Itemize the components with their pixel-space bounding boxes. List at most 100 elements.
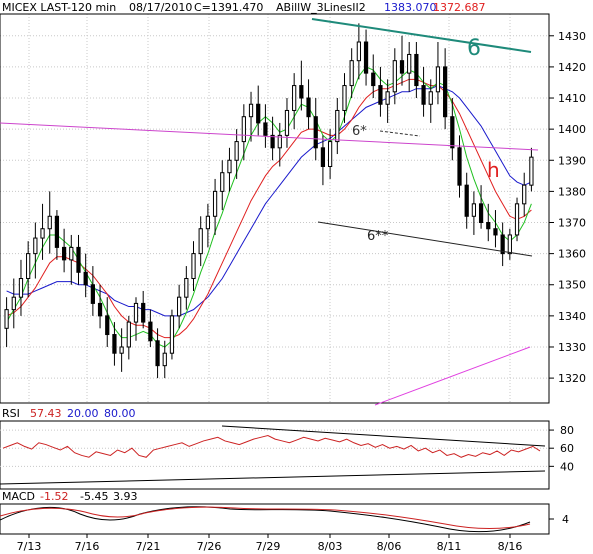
candle [141, 290, 146, 329]
candle [263, 104, 268, 148]
candle [292, 73, 297, 130]
candle [148, 309, 153, 347]
candle [363, 29, 369, 86]
rsi-panel-frame [0, 420, 550, 490]
rsi-panel: 40 60 80 RSI 57.43 20.00 80.00 [0, 407, 574, 490]
rsi-line [2, 434, 541, 458]
rsi-tick-label: 60 [560, 442, 574, 455]
macd-line-red [0, 506, 531, 529]
candle [155, 328, 160, 379]
trendline-6 [311, 18, 532, 53]
candle [371, 54, 376, 99]
trendline-6-star [379, 130, 421, 137]
macd-line-black [0, 506, 531, 533]
candle [327, 129, 333, 179]
candle [385, 79, 390, 123]
price-tick-label: 1360 [558, 248, 586, 261]
candle [529, 147, 534, 192]
candle [335, 98, 340, 155]
x-tick-label: 7/26 [197, 540, 222, 553]
annotation-h: h [487, 158, 500, 182]
candle [435, 42, 441, 105]
candle [11, 278, 16, 329]
candle [234, 129, 239, 179]
candle [478, 185, 484, 229]
candle [514, 197, 520, 242]
value-blue-label: 1383.070 [384, 1, 437, 14]
price-grid [0, 14, 549, 403]
rsi-trendline-lower [0, 470, 546, 485]
instrument-label: MICEX LAST-120 min [2, 1, 116, 14]
x-tick-label: 8/06 [377, 540, 402, 553]
candle [378, 66, 383, 117]
candle [198, 216, 203, 267]
x-tick-label: 7/13 [17, 540, 42, 553]
candle [212, 178, 218, 235]
candle [486, 203, 491, 242]
candle [47, 191, 52, 254]
macd-value-2: -5.45 [80, 490, 108, 503]
candle [97, 284, 103, 329]
candle [61, 228, 67, 273]
x-tick-label: 8/11 [437, 540, 462, 553]
candle [399, 35, 405, 86]
candle [471, 191, 477, 235]
candle [126, 315, 131, 360]
candle [299, 60, 304, 111]
price-tick-label: 1390 [558, 154, 586, 167]
candle [241, 104, 246, 161]
candle [256, 85, 261, 136]
rsi-tick-label: 40 [560, 460, 574, 473]
candle [392, 48, 397, 105]
macd-panel: MACD -1.52 -5.45 3.93 4 [0, 490, 569, 535]
rsi-value: 57.43 [30, 407, 62, 420]
value-red-label: 1372.687 [433, 1, 486, 14]
candle [421, 66, 426, 117]
rsi-tick-label: 80 [560, 424, 574, 437]
candle [162, 340, 167, 379]
candle [407, 42, 412, 92]
candle [169, 309, 175, 360]
price-tick-label: 1380 [558, 185, 586, 198]
macd-tick-label: 4 [562, 513, 569, 526]
candles [4, 23, 534, 379]
rsi-grid [0, 429, 549, 467]
trendline-label-6-2star: 6** [367, 229, 389, 244]
candle [414, 42, 419, 99]
candle [40, 203, 45, 260]
indicator-label: ABillW_3LinesII2 [276, 1, 366, 14]
candle [83, 253, 88, 298]
candle [356, 23, 361, 80]
rsi-trendline-upper [221, 425, 546, 447]
candle [220, 160, 225, 211]
candle [177, 284, 182, 329]
candle [493, 210, 498, 248]
x-tick-label: 7/21 [136, 540, 161, 553]
date-label: 08/17/2010 [129, 1, 192, 14]
candle [54, 210, 60, 260]
candle [248, 91, 254, 142]
candle [26, 241, 31, 298]
candle [284, 98, 290, 148]
trendline-6-2star [317, 221, 533, 257]
price-panel-frame [0, 13, 550, 404]
candle [500, 222, 505, 267]
candle [464, 172, 469, 229]
candle [119, 328, 124, 372]
price-tick-label: 1400 [558, 123, 586, 136]
candle [450, 98, 455, 161]
x-tick-label: 7/29 [256, 540, 281, 553]
price-tick-label: 1370 [558, 217, 586, 230]
rsi-y-axis: 40 60 80 [549, 424, 574, 473]
trendline-magenta-lower [374, 346, 531, 406]
candle [270, 116, 275, 161]
candle [133, 297, 139, 341]
candle [306, 79, 311, 130]
rsi-level-high: 80.00 [104, 407, 136, 420]
price-tick-label: 1420 [558, 61, 586, 74]
candle [507, 228, 512, 260]
rsi-level-low: 20.00 [67, 407, 99, 420]
trendline-magenta [0, 122, 539, 151]
candle [205, 203, 211, 248]
candle [320, 135, 326, 186]
